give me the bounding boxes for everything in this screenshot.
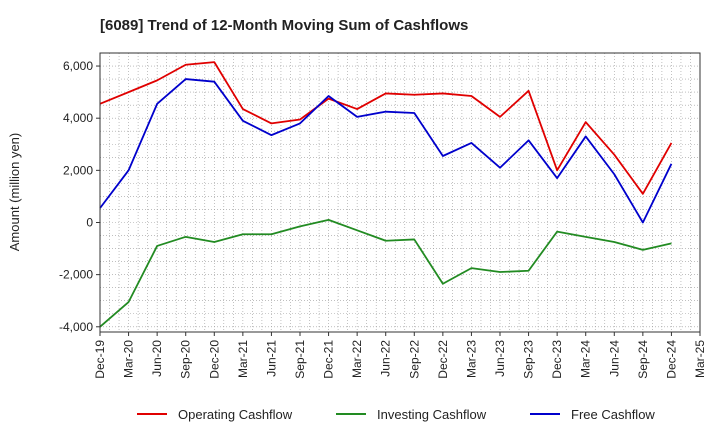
x-tick-label: Mar-25 [693, 340, 707, 378]
y-tick-label: 2,000 [63, 163, 93, 177]
series-line-operating-cashflow [99, 61, 673, 195]
x-axis-ticks: Dec-19 Mar-20 Jun-20 Sep-20 Dec-20 Mar-21 Jun-… [93, 332, 707, 379]
series-line-free-cashflow [99, 78, 673, 224]
x-tick-label: Sep-23 [522, 340, 536, 379]
legend-item-investing-cashflow: Investing Cashflow [336, 407, 487, 422]
chart-title: [6089] Trend of 12-Month Moving Sum of C… [100, 17, 468, 34]
y-tick-label: -4,000 [59, 320, 93, 334]
legend-item-free-cashflow: Free Cashflow [530, 407, 655, 422]
y-tick-label: -2,000 [59, 268, 93, 282]
x-tick-label: Jun-23 [493, 340, 507, 377]
legend-label: Investing Cashflow [377, 407, 487, 422]
x-tick-label: Mar-22 [350, 340, 364, 378]
legend: Operating Cashflow Investing Cashflow Free… [137, 407, 655, 422]
x-tick-label: Dec-20 [207, 340, 221, 379]
x-tick-label: Dec-24 [664, 340, 678, 379]
x-tick-label: Sep-22 [407, 340, 421, 379]
x-tick-label: Jun-22 [379, 340, 393, 377]
legend-label: Operating Cashflow [178, 407, 293, 422]
legend-label: Free Cashflow [571, 407, 655, 422]
legend-item-operating-cashflow: Operating Cashflow [137, 407, 293, 422]
x-tick-label: Mar-21 [236, 340, 250, 378]
plot-frame [99, 52, 701, 333]
x-tick-label: Dec-22 [436, 340, 450, 379]
x-tick-label: Jun-20 [150, 340, 164, 377]
x-tick-label: Dec-23 [550, 340, 564, 379]
y-axis-ticks: -4,000 -2,000 0 2,000 4,000 6,000 [59, 59, 100, 334]
x-tick-label: Mar-23 [464, 340, 478, 378]
y-tick-label: 6,000 [63, 59, 93, 73]
series-lines [99, 61, 673, 328]
y-tick-label: 0 [86, 215, 93, 229]
x-tick-label: Dec-19 [93, 340, 107, 379]
x-tick-label: Jun-21 [264, 340, 278, 377]
y-axis-label: Amount (million yen) [7, 133, 22, 252]
series-line-investing-cashflow [99, 218, 672, 328]
x-tick-label: Mar-24 [579, 340, 593, 378]
x-tick-label: Jun-24 [607, 340, 621, 377]
y-tick-label: 4,000 [63, 111, 93, 125]
x-tick-label: Mar-20 [122, 340, 136, 378]
x-tick-label: Sep-20 [179, 340, 193, 379]
plot-area [100, 53, 700, 332]
x-tick-label: Sep-24 [636, 340, 650, 379]
x-tick-label: Dec-21 [322, 340, 336, 379]
x-tick-label: Sep-21 [293, 340, 307, 379]
